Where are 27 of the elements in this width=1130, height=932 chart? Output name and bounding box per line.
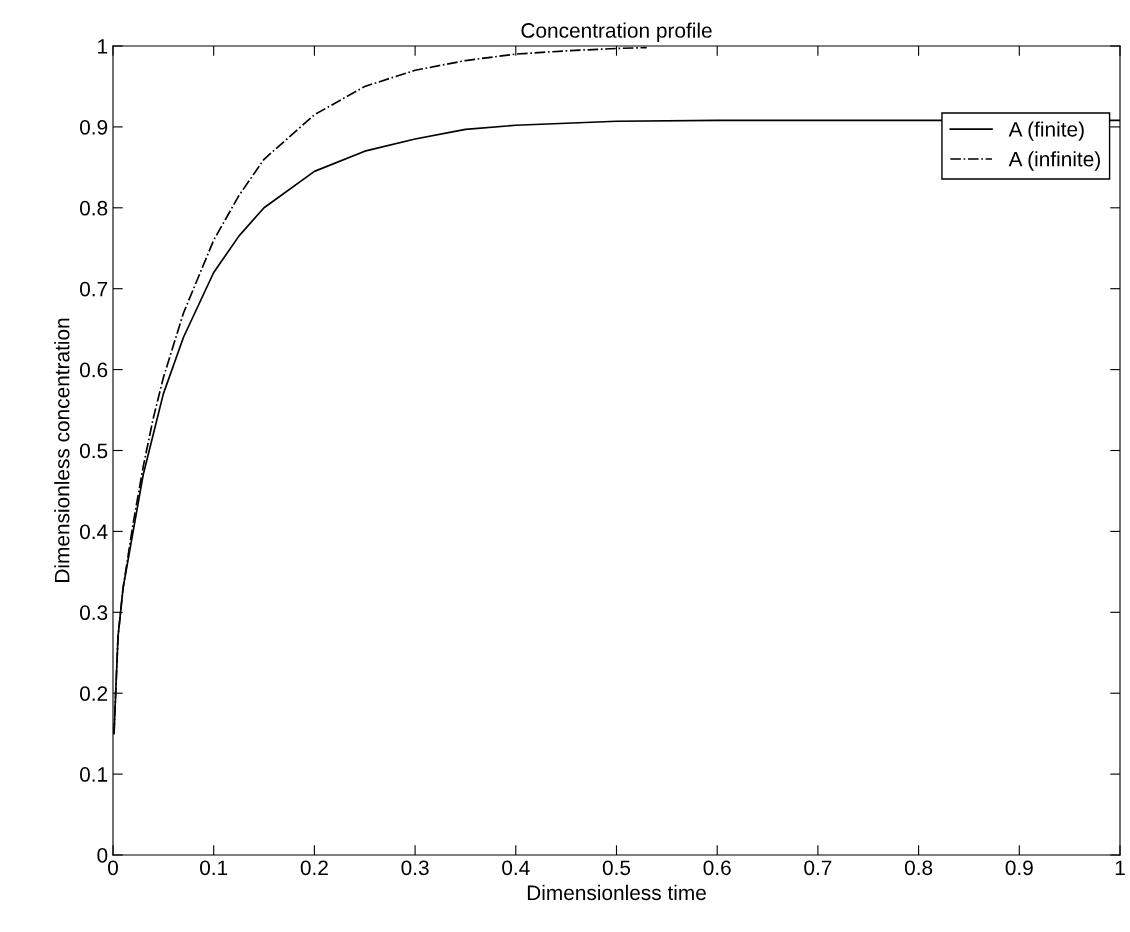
legend-label: A (infinite) <box>1008 151 1100 171</box>
y-tick-label: 1 <box>98 39 108 54</box>
y-tick-label: 0.2 <box>79 686 108 701</box>
x-tick-label: 0.6 <box>703 860 731 876</box>
x-tick-label: 0.8 <box>904 860 933 876</box>
x-tick-label: 1 <box>1115 860 1125 875</box>
x-tick-label: 0.5 <box>602 860 631 876</box>
legend-label: A (finite) <box>1008 121 1084 141</box>
y-tick-label: 0.1 <box>79 767 108 782</box>
y-tick-label: 0.8 <box>79 200 108 216</box>
y-tick-label: 0 <box>97 848 108 863</box>
y-tick-label: 0.9 <box>79 119 108 135</box>
y-tick-label: 0.5 <box>79 443 108 459</box>
x-tick-label: 0.2 <box>300 860 328 876</box>
y-tick-label: 0.7 <box>79 281 108 297</box>
x-tick-label: 0 <box>108 860 118 876</box>
x-tick-label: 0.1 <box>200 860 228 876</box>
x-tick-label: 0.9 <box>1005 860 1033 876</box>
x-tick-label: 0.4 <box>502 860 530 876</box>
y-axis-title: Dimensionless concentration <box>54 318 70 582</box>
x-axis-title: Dimensionless time <box>527 884 706 901</box>
x-tick-label: 0.3 <box>401 860 429 876</box>
y-tick-label: 0.3 <box>79 605 108 621</box>
chart-title: Concentration profile <box>521 22 712 42</box>
y-tick-label: 0.4 <box>79 524 108 540</box>
x-tick-label: 0.7 <box>804 860 832 876</box>
y-tick-label: 0.6 <box>79 362 108 378</box>
